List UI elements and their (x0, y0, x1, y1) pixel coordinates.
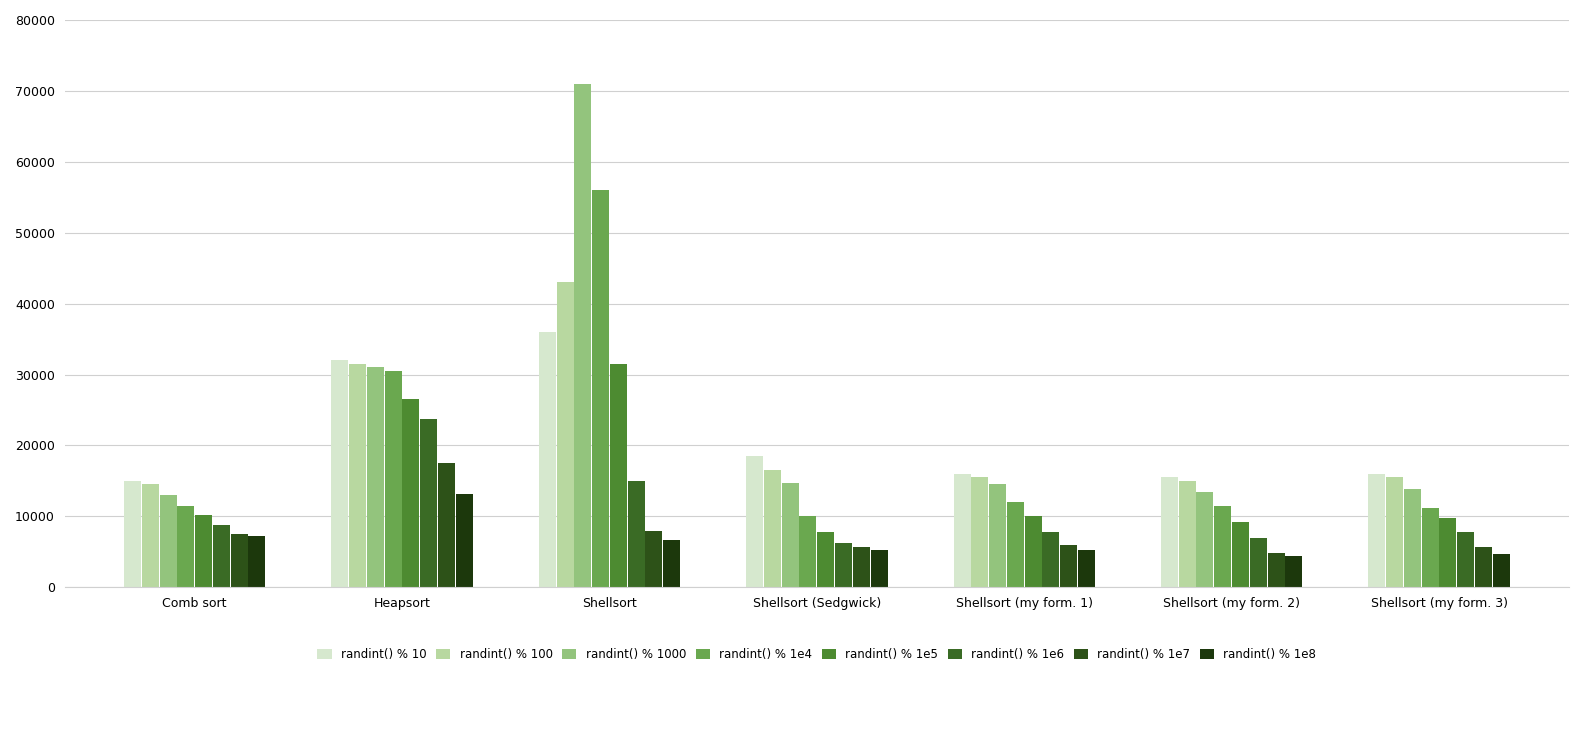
Bar (141, 485, 158, 588)
Bar (817, 532, 835, 588)
Bar (1421, 508, 1438, 588)
Bar (1042, 532, 1060, 588)
Bar (348, 364, 366, 588)
Bar (988, 485, 1006, 588)
Bar (1369, 474, 1386, 588)
Bar (627, 481, 645, 588)
Bar (231, 534, 247, 588)
Bar (871, 550, 887, 588)
Bar (331, 361, 348, 588)
Bar (1025, 516, 1042, 588)
Bar (367, 367, 383, 588)
Bar (1457, 532, 1475, 588)
Bar (800, 516, 816, 588)
Bar (1492, 554, 1510, 588)
Bar (556, 283, 573, 588)
Bar (746, 456, 763, 588)
Bar (539, 332, 556, 588)
Bar (195, 515, 212, 588)
Bar (954, 474, 971, 588)
Bar (592, 191, 610, 588)
Bar (1267, 553, 1285, 588)
Bar (1196, 491, 1213, 588)
Legend: randint() % 10, randint() % 100, randint() % 1000, randint() % 1e4, randint() % : randint() % 10, randint() % 100, randint… (314, 645, 1319, 664)
Bar (177, 506, 195, 588)
Bar (781, 483, 798, 588)
Bar (249, 537, 266, 588)
Bar (456, 493, 474, 588)
Bar (645, 531, 662, 588)
Bar (835, 543, 852, 588)
Bar (1440, 518, 1456, 588)
Bar (124, 481, 141, 588)
Bar (402, 399, 420, 588)
Bar (1475, 547, 1492, 588)
Bar (439, 464, 455, 588)
Bar (575, 84, 591, 588)
Bar (1079, 550, 1095, 588)
Bar (1178, 481, 1196, 588)
Bar (1215, 506, 1231, 588)
Bar (1007, 502, 1023, 588)
Bar (160, 495, 176, 588)
Bar (420, 418, 437, 588)
Bar (1060, 545, 1077, 588)
Bar (212, 525, 230, 588)
Bar (385, 371, 402, 588)
Bar (664, 539, 680, 588)
Bar (763, 470, 781, 588)
Bar (610, 364, 627, 588)
Bar (1161, 477, 1178, 588)
Bar (852, 547, 870, 588)
Bar (1232, 522, 1250, 588)
Bar (1250, 539, 1267, 588)
Bar (971, 477, 988, 588)
Bar (1386, 477, 1403, 588)
Bar (1285, 556, 1302, 588)
Bar (1403, 489, 1421, 588)
